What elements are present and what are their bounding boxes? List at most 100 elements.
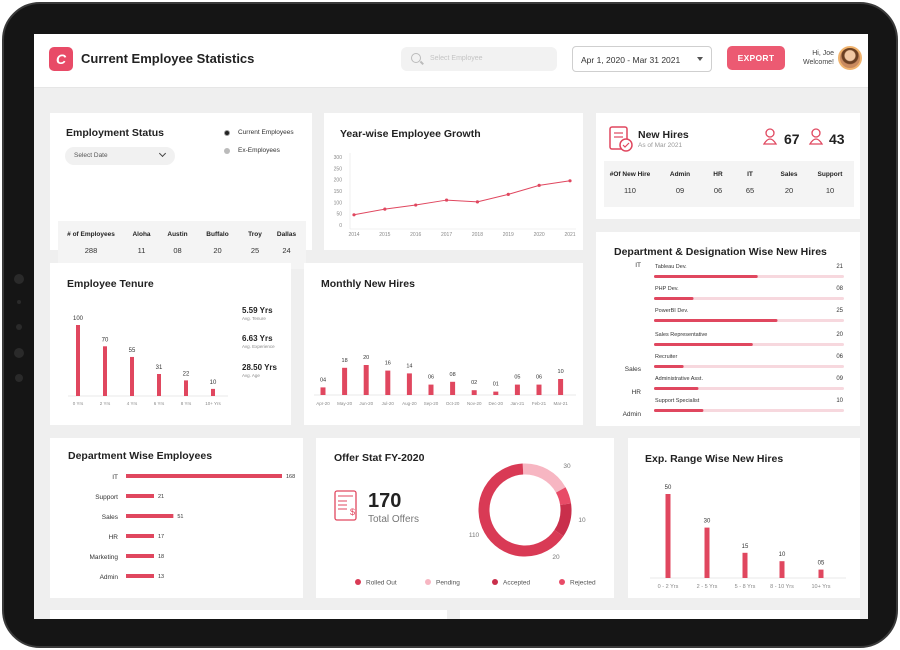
designation-card: Department & Designation Wise New Hires … [596,232,860,426]
new-hires-table: #Of New Hire 110 Admin 09 HR 06 IT 65 Sales 20 Sup… [604,161,854,207]
legend-dot-ex [224,148,230,154]
table-header: # of Employees [67,231,115,238]
data-point [414,203,418,207]
bar-value-label: 50 [665,485,672,491]
designation-bar [654,343,753,346]
x-tick-label: 2017 [441,232,452,238]
bar-value-label: 06 [536,375,542,381]
x-tick-label: 6 Yrs [154,401,165,406]
tenure-bar [76,325,80,396]
designation-bar [654,319,778,322]
table-header: #Of New Hire [609,171,651,178]
designation-label: Recruiter [655,354,677,360]
x-tick-label: 2015 [379,232,390,238]
donut-slice [522,463,566,493]
exp-bar [779,561,785,578]
designation-bar [654,387,699,390]
designation-value: 08 [836,286,843,292]
date-range-select[interactable]: Apr 1, 2020 - Mar 31 2021 [572,46,712,72]
new-hires-card: New Hires As of Mar 2021 67 43 #Of New H… [596,113,860,219]
monthly-bar-chart: 04 Apr-20 18 May-20 20 Jun-20 16 Jul-20 14 Aug-20… [314,355,576,406]
dept-bar [126,514,174,518]
bar-value-label: 22 [183,371,190,377]
data-point [383,207,387,211]
table-header: Sales [780,171,798,178]
y-tick-label: 300 [334,155,343,161]
female-user-icon [762,128,778,145]
bar-track [654,387,844,390]
sensor-dot [15,374,23,382]
y-tick-label: 250 [334,166,343,172]
card-title: Offer Stat FY-2020 [334,452,425,464]
employee-search-input[interactable]: Select Employee [401,47,557,71]
x-tick-label: 2014 [348,232,359,238]
bar-value-label: 168 [286,474,295,480]
bar-value-label: 01 [493,382,499,388]
chevron-down-icon [158,149,167,158]
x-tick-label: Apr-20 [316,401,330,406]
x-tick-label: 8 Yrs [181,401,192,406]
table-cell: 110 [624,186,636,195]
monthly-bar [536,384,542,395]
donut-slice [555,487,572,506]
designation-label: Sales Representative [655,332,707,338]
sensor-dot [17,300,21,304]
designation-value: 20 [836,332,843,338]
exp-range-card: Exp. Range Wise New Hires 50 0 - 2 Yrs 30 2… [628,438,860,598]
bar-track [654,297,844,300]
data-point [506,192,510,196]
date-range-value: Apr 1, 2020 - Mar 31 2021 [581,55,681,65]
table-header: Troy [248,231,262,238]
stat-value: 28.50 Yrs [242,363,278,372]
x-tick-label: Jun-20 [359,401,373,406]
exp-bar [704,527,710,578]
bar-value-label: 08 [450,372,456,378]
monthly-bar [428,384,434,395]
growth-card: Year-wise Employee Growth 0 50 100 150 200 25… [324,113,583,250]
bar-value-label: 18 [342,358,348,364]
bar-value-label: 05 [818,561,825,567]
table-header: Support [817,171,843,178]
x-tick-label: Jan-21 [511,401,525,406]
x-tick-label: Sep-20 [424,401,439,406]
stat-sub: Avg. Experience [242,344,275,349]
y-tick-label: 100 [334,200,343,206]
legend-dot [492,579,498,585]
bar-value-label: 21 [158,494,164,500]
stat-sub: Avg. Tenure [242,316,266,321]
card-title: Department Wise Employees [68,450,213,462]
x-tick-label: Jul-20 [382,401,395,406]
tenure-bar-chart: 100 0 Yrs 70 2 Yrs 55 4 Yrs 31 6 Yrs 22 8 Yrs 10 10… [68,306,278,406]
x-tick-label: 0 Yrs [73,401,84,406]
y-tick-label: 50 [336,212,342,218]
y-tick-label: 0 [339,223,342,229]
data-point [352,213,356,217]
app-logo-icon[interactable]: C [49,47,73,71]
growth-line-chart: 0 50 100 150 200 250 300 2014 2015 2016 2017 2018 20… [334,153,576,238]
table-header: IT [747,171,753,178]
male-user-icon [808,128,824,145]
category-label: HR [109,534,119,541]
date-select[interactable]: Select Date [65,147,175,165]
dept-label: Admin [623,411,642,418]
bar-value-label: 15 [742,544,749,550]
y-tick-label: 150 [334,189,343,195]
slice-value-label: 110 [469,532,480,539]
monthly-bar [514,384,520,395]
male-count: 43 [829,131,845,147]
x-tick-label: Mar-21 [553,401,568,406]
dept-employees-card: Department Wise Employees IT 168 Support 21… [50,438,303,598]
dept-bar [126,534,154,538]
exp-bar [742,552,748,578]
data-point [537,183,541,187]
legend-label: Rejected [570,580,596,587]
bar-value-label: 06 [428,375,434,381]
card-title: Employment Status [66,127,165,139]
avatar[interactable] [838,46,862,70]
exp-bar [818,569,824,578]
table-cell: 288 [84,246,98,255]
card-title: Employee Tenure [67,278,154,290]
export-button[interactable]: EXPORT [727,46,785,70]
bar-value-label: 70 [102,337,109,343]
legend-label: Current Employees [238,129,294,136]
